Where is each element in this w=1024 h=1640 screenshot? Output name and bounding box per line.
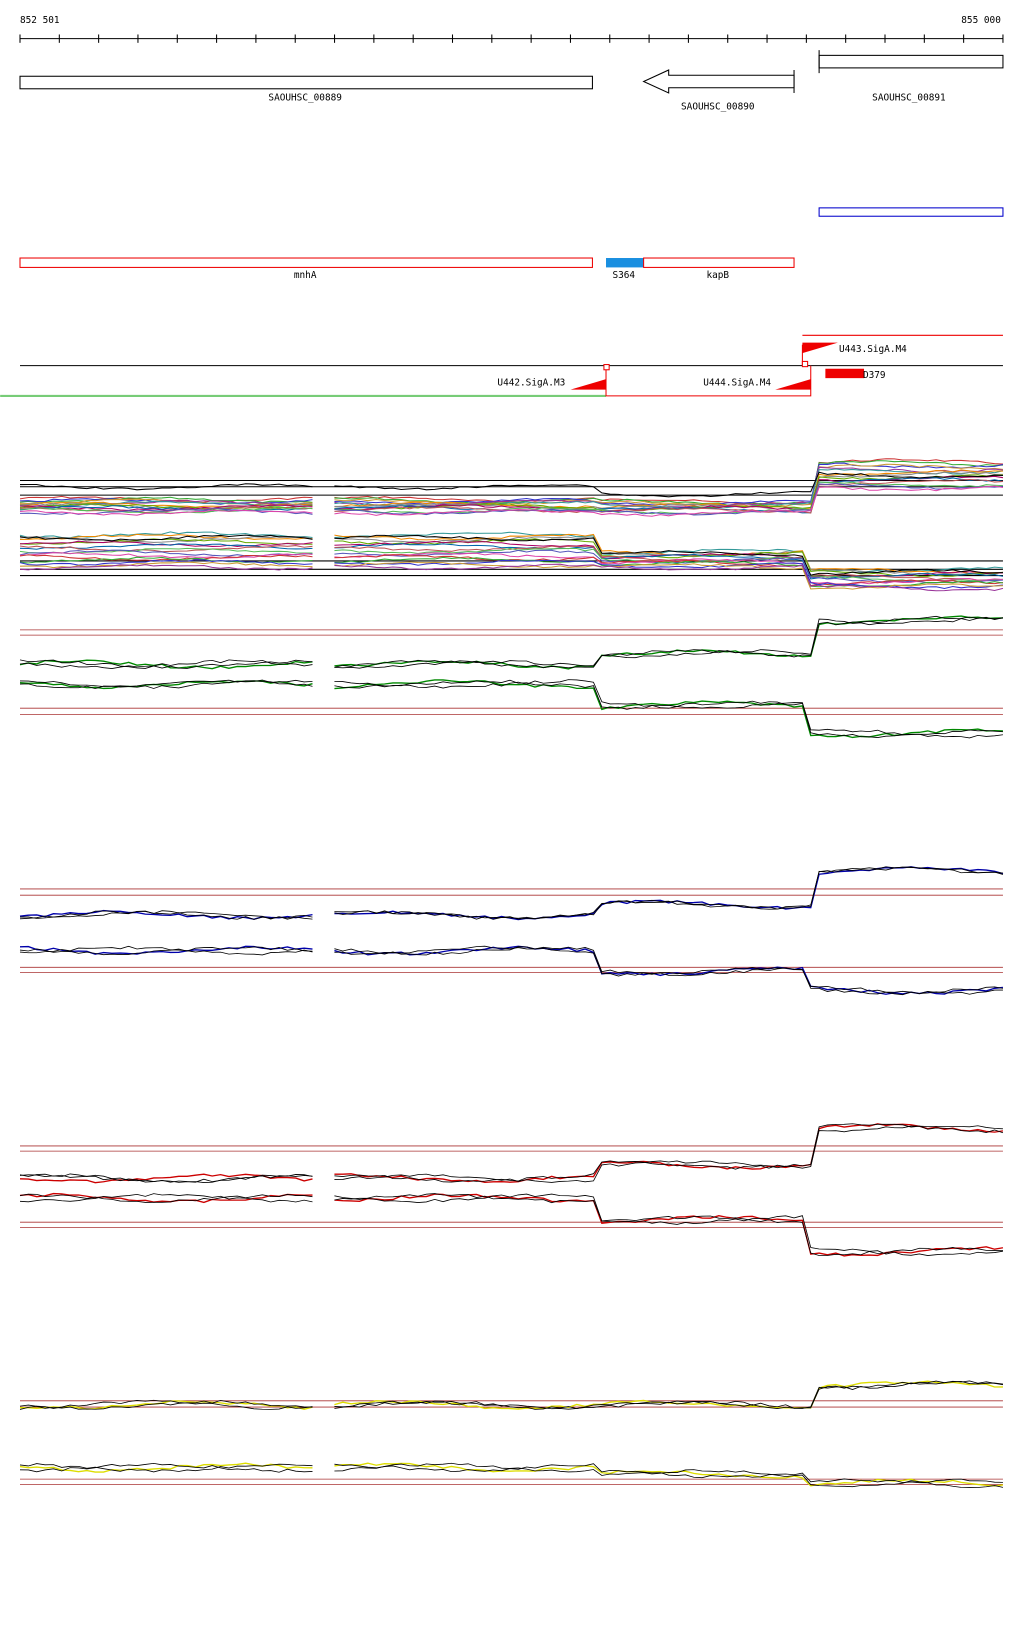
promoter-box: [603, 364, 610, 371]
gene-box: [818, 54, 1004, 69]
profile-line: [334, 534, 1003, 576]
profile-line: [334, 615, 1004, 669]
promoter-label: U444.SigA.M4: [703, 377, 771, 388]
profile-line: [334, 866, 1004, 920]
promoter-label: D379: [863, 370, 886, 381]
profile-line: [334, 679, 1003, 739]
promoter-mark: [775, 379, 811, 390]
profile-line: [19, 509, 313, 516]
profile-line: [19, 496, 313, 504]
profile-line: [19, 505, 313, 512]
terminator-mark: [825, 368, 865, 379]
profile-line: [334, 1193, 1004, 1257]
profile-line: [19, 554, 313, 562]
profile-line: [19, 945, 313, 956]
feature-label: kapB: [706, 270, 729, 281]
profile-line: [334, 1123, 1004, 1183]
feature-label: S364: [612, 270, 635, 281]
profile-line: [19, 1173, 313, 1183]
promoter-mark: [570, 379, 607, 390]
profile-line: [334, 471, 1003, 511]
profile-line: [19, 1400, 313, 1410]
profile-line: [19, 1193, 313, 1203]
profile-line: [334, 679, 1003, 739]
profile-line: [19, 545, 313, 553]
profile-line: [334, 679, 1004, 739]
promoter-mark: [802, 342, 838, 354]
ruler-ticks: [19, 34, 1004, 43]
profile-line: [334, 482, 1004, 516]
profile-line: [334, 1125, 1003, 1183]
promoter-label: U443.SigA.M4: [839, 344, 907, 355]
profile-line: [334, 1380, 1004, 1410]
profile-line: [19, 559, 313, 566]
profile-line: [334, 477, 1004, 514]
profile-line: [19, 659, 313, 669]
profile-line: [19, 506, 313, 513]
gene-label: SAOUHSC_00891: [872, 92, 946, 103]
profile-line: [334, 1462, 1003, 1488]
profile-line: [334, 945, 1004, 996]
profile-line: [19, 679, 313, 689]
profile-line: [334, 543, 1004, 580]
ruler-end: 855 000: [961, 15, 1001, 26]
profile-line: [334, 554, 1004, 587]
profile-line: [19, 679, 313, 690]
profile-line: [19, 534, 313, 542]
profile-line: [334, 1193, 1003, 1256]
profile-line: [19, 659, 313, 669]
profile-line: [334, 1463, 1004, 1489]
promoter-box: [801, 360, 809, 368]
ruler-start: 852 501: [20, 15, 60, 26]
profile-line: [334, 478, 1003, 514]
profile-line: [334, 471, 1003, 498]
gene-label: SAOUHSC_00889: [268, 92, 342, 103]
profile-line: [19, 564, 313, 571]
gene-label: SAOUHSC_00890: [681, 102, 755, 113]
profile-line: [19, 483, 313, 491]
profile-line: [19, 561, 313, 569]
feature-box: [19, 257, 593, 268]
promoter-label: U442.SigA.M3: [497, 377, 565, 388]
profile-line: [19, 910, 313, 920]
profile-line: [334, 615, 1003, 670]
profile-line: [19, 1399, 313, 1410]
profile-line: [334, 866, 1003, 920]
profile-line: [19, 659, 313, 670]
gene-box: [19, 75, 593, 90]
profile-line: [19, 1399, 313, 1410]
profile-line: [19, 1462, 313, 1473]
profile-line: [19, 910, 313, 920]
feature-box: [606, 258, 644, 268]
feature-box: [643, 257, 795, 268]
profile-line: [334, 866, 1004, 921]
expression-profiles: [19, 458, 1004, 1489]
profile-line: [19, 1193, 313, 1203]
gene-arrow: [642, 69, 795, 94]
profile-line: [19, 507, 313, 514]
profile-line: [334, 563, 1004, 592]
profile-line: [334, 617, 1003, 669]
profile-line: [334, 460, 1003, 506]
profile-line: [19, 1463, 313, 1473]
profile-line: [19, 1192, 313, 1204]
profile-line: [334, 946, 1003, 995]
profile-line: [334, 458, 1003, 505]
profile-line: [19, 946, 313, 956]
feature-label: mnhA: [294, 270, 317, 281]
profile-line: [334, 552, 1003, 585]
profile-line: [334, 485, 1004, 517]
profile-line: [19, 552, 313, 559]
profile-line: [334, 1193, 1004, 1257]
profile-line: [334, 561, 1003, 590]
feature-box: [818, 207, 1004, 217]
profile-line: [334, 1123, 1004, 1184]
profile-line: [19, 504, 313, 511]
profile-line: [334, 945, 1004, 995]
